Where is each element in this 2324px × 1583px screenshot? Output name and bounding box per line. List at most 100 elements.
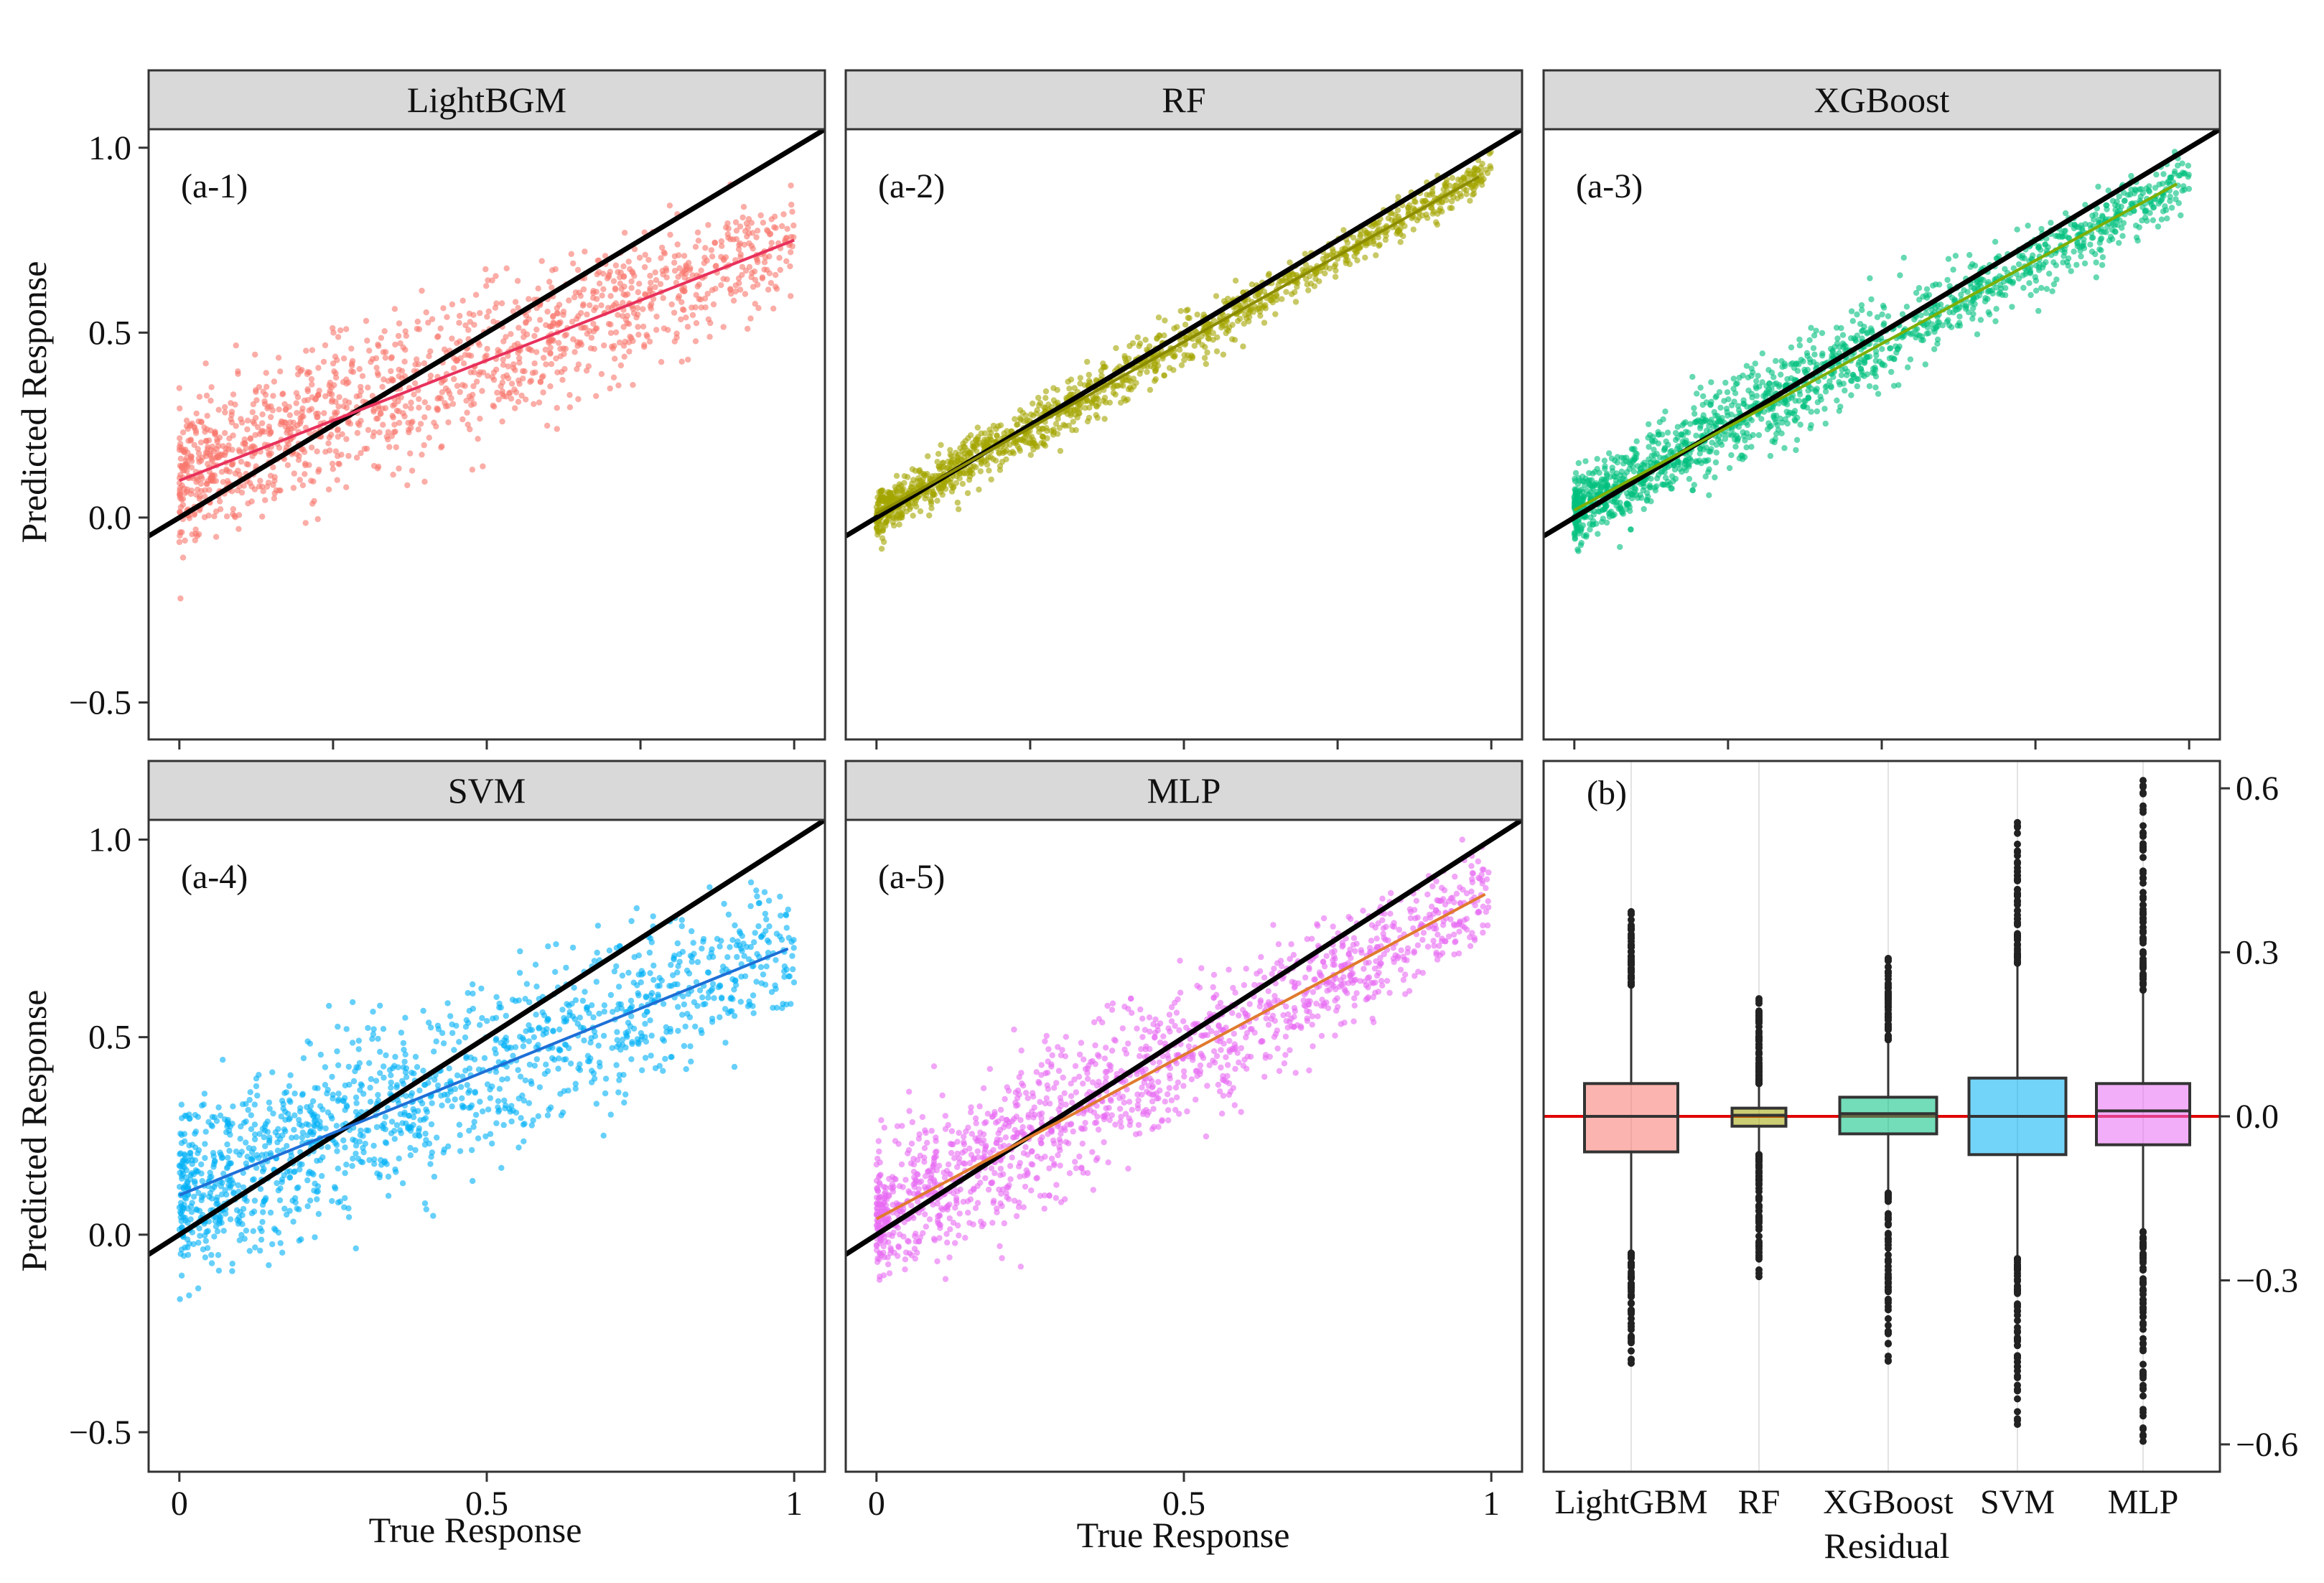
data-point xyxy=(585,363,592,370)
data-point xyxy=(194,486,201,493)
data-point xyxy=(773,286,780,292)
data-point xyxy=(1278,278,1285,284)
data-point xyxy=(485,1106,492,1113)
data-point xyxy=(762,254,769,261)
data-point xyxy=(674,981,681,988)
data-point xyxy=(554,309,561,317)
data-point xyxy=(1905,364,1911,370)
data-point xyxy=(202,493,208,500)
data-point xyxy=(2146,183,2152,190)
data-point xyxy=(282,406,289,414)
data-point xyxy=(1693,458,1699,464)
data-point xyxy=(1881,362,1888,369)
data-point xyxy=(544,308,551,315)
data-point xyxy=(445,388,452,394)
data-point xyxy=(260,488,266,495)
data-point xyxy=(271,495,278,502)
data-point xyxy=(304,388,311,395)
data-point xyxy=(322,342,329,349)
data-point xyxy=(1874,314,1881,320)
data-point xyxy=(1701,457,1708,464)
data-point xyxy=(361,445,368,452)
data-point xyxy=(531,401,537,407)
data-point xyxy=(1662,408,1669,415)
data-point xyxy=(2153,172,2160,178)
data-point xyxy=(1572,536,1578,542)
data-point xyxy=(208,1251,215,1259)
data-point xyxy=(343,326,350,332)
data-point xyxy=(668,301,675,308)
data-point xyxy=(499,418,505,425)
data-point xyxy=(419,287,425,294)
data-point xyxy=(675,274,681,280)
data-point xyxy=(498,300,505,307)
data-point xyxy=(374,370,381,376)
data-point xyxy=(253,397,260,403)
data-point xyxy=(718,282,724,289)
data-point xyxy=(547,345,554,351)
data-point xyxy=(1732,444,1739,450)
strip-title: RF xyxy=(1162,80,1205,120)
data-point xyxy=(615,268,621,276)
data-point xyxy=(1725,412,1731,419)
data-point xyxy=(1858,302,1865,309)
data-point xyxy=(1450,194,1457,200)
data-point xyxy=(1748,373,1755,379)
data-point xyxy=(1272,311,1279,317)
data-point xyxy=(1788,344,1795,351)
data-point xyxy=(299,482,307,489)
data-point xyxy=(263,483,271,490)
data-point xyxy=(1867,325,1875,332)
data-point xyxy=(241,482,247,489)
data-point xyxy=(2167,193,2173,200)
data-point xyxy=(2061,249,2068,256)
data-point xyxy=(366,347,373,354)
data-point xyxy=(409,1090,416,1096)
data-point xyxy=(426,434,432,441)
data-point xyxy=(698,267,704,274)
data-point xyxy=(1037,400,1044,406)
data-point xyxy=(179,529,185,536)
data-point xyxy=(1944,276,1951,284)
data-point xyxy=(764,266,770,274)
data-point xyxy=(546,279,553,285)
data-point xyxy=(1868,296,1875,303)
data-point xyxy=(241,436,248,443)
data-point xyxy=(202,437,210,444)
data-point xyxy=(230,391,237,398)
data-point xyxy=(380,349,387,355)
data-point xyxy=(327,388,333,394)
data-point xyxy=(566,297,572,304)
data-point xyxy=(1638,481,1644,487)
data-point xyxy=(543,361,549,368)
data-point xyxy=(1279,296,1285,302)
data-point xyxy=(621,353,627,360)
data-point xyxy=(768,216,775,223)
data-point xyxy=(375,463,382,470)
data-point xyxy=(572,289,579,296)
data-point xyxy=(625,969,632,976)
data-point xyxy=(1839,332,1847,338)
data-point xyxy=(1813,327,1819,334)
data-point xyxy=(1934,302,1941,309)
data-point xyxy=(542,346,549,353)
data-point xyxy=(1414,217,1421,224)
data-point xyxy=(2133,234,2140,241)
data-point xyxy=(531,360,538,367)
data-point xyxy=(684,324,691,330)
data-point xyxy=(633,905,640,912)
data-point xyxy=(645,256,652,263)
data-point xyxy=(607,321,614,328)
data-point xyxy=(257,477,263,484)
data-point xyxy=(1867,310,1873,317)
data-point xyxy=(790,234,797,241)
data-point xyxy=(973,464,979,470)
data-point xyxy=(1966,252,1973,258)
data-point xyxy=(402,328,409,335)
data-point xyxy=(1590,521,1597,528)
data-point xyxy=(765,286,772,293)
data-point xyxy=(253,388,259,396)
data-point xyxy=(1743,430,1750,436)
data-point xyxy=(1819,330,1826,337)
data-point xyxy=(414,356,420,363)
